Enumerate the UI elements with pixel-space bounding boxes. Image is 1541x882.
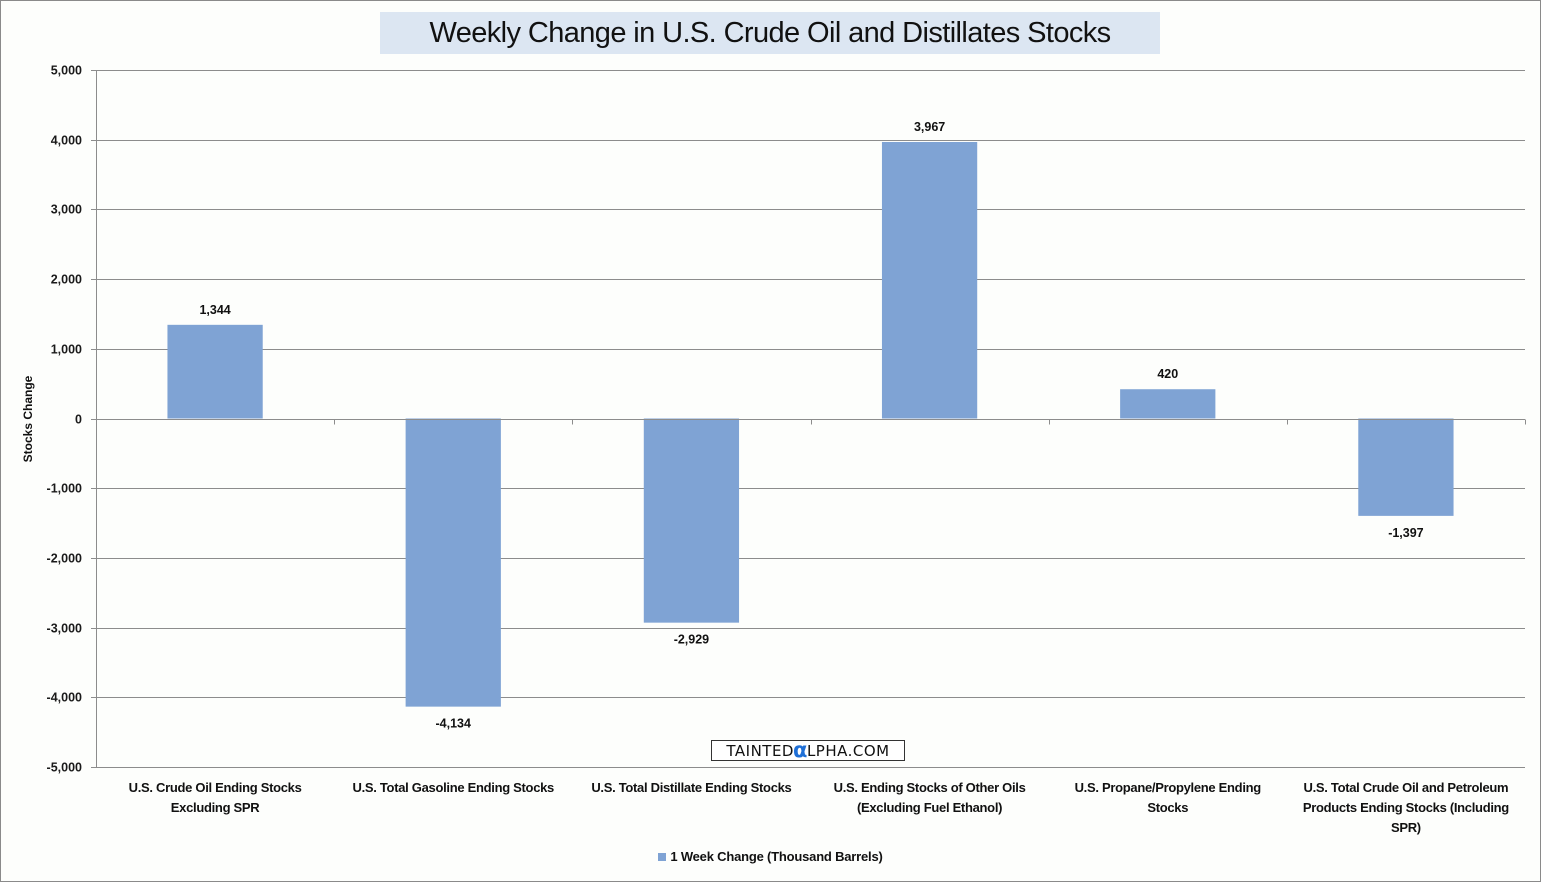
legend-swatch-icon [658,852,667,861]
data-label-bg [1379,523,1432,542]
y-tick-label: 4,000 [51,134,82,148]
bar [167,324,263,419]
y-tick-label: 2,000 [51,273,82,287]
y-tick-label: -5,000 [47,761,82,775]
x-tick-label: U.S. Total Distillate Ending Stocks [591,780,792,795]
y-tick-label: 0 [75,413,82,427]
bar [881,142,978,419]
y-tick-label: 5,000 [51,64,82,78]
data-label-bg [665,630,718,649]
chart-title-box: Weekly Change in U.S. Crude Oil and Dist… [380,12,1160,54]
data-label-bg [189,300,242,319]
data-label-bg [903,118,956,137]
bar [1358,418,1454,516]
y-axis-title: Stocks Change [21,375,35,462]
watermark-logo: TAINTED α LPHA.COM [711,740,905,761]
y-tick-label: 1,000 [51,343,82,357]
data-label-bg [1141,365,1194,384]
watermark-suffix: LPHA.COM [806,741,890,760]
data-label: -4,134 [436,717,471,731]
x-tick-label: U.S. Crude Oil Ending Stocks Excluding S… [128,780,302,815]
data-label-bg [427,714,480,733]
y-tick-label: -1,000 [47,482,82,496]
data-labels: 1,344 -4,134 -2,929 3,967 420 -1,397 [189,118,1432,733]
x-tick-label: U.S. Propane/Propylene Ending Stocks [1074,780,1262,815]
y-tick-label: -2,000 [47,552,82,566]
x-tick-label: U.S. Total Crude Oil and Petroleum Produ… [1302,780,1509,835]
legend: 1 Week Change (Thousand Barrels) [0,849,1541,864]
axes: 5,000 4,000 3,000 2,000 1,000 0 -1,000 -2,000 -3… [47,64,1526,775]
bar [643,418,740,623]
data-label: 1,344 [199,303,230,317]
data-label: -2,929 [674,633,709,647]
data-label: 420 [1157,367,1178,381]
bars [167,142,1454,707]
watermark-prefix: TAINTED [726,741,794,760]
bar [405,418,501,707]
y-tick-label: -3,000 [47,622,82,636]
chart-title: Weekly Change in U.S. Crude Oil and Dist… [429,16,1111,49]
y-tick-label: 3,000 [51,203,82,217]
x-tick-label: U.S. Total Gasoline Ending Stocks [352,780,554,795]
data-label: -1,397 [1388,526,1423,540]
y-tick-label: -4,000 [47,691,82,705]
bar [1120,389,1216,419]
legend-label: 1 Week Change (Thousand Barrels) [670,849,883,864]
watermark-alpha: α [793,738,808,762]
data-label: 3,967 [914,120,945,134]
x-tick-label: U.S. Ending Stocks of Other Oils (Exclud… [833,780,1026,815]
gridlines [96,70,1525,768]
